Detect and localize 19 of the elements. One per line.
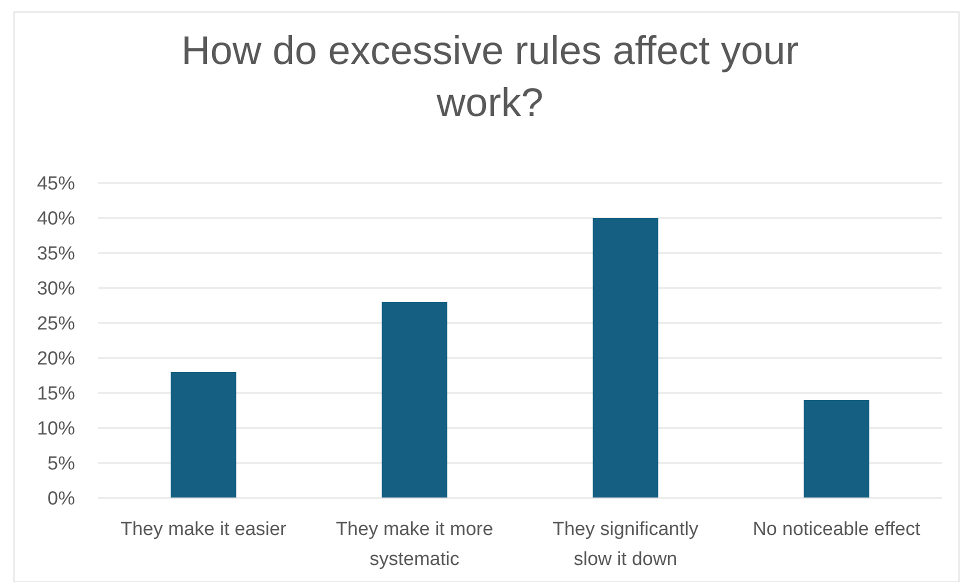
y-tick-label: 20% [36,348,76,370]
y-tick-label: 0% [48,488,76,510]
x-tick-label: They significantly slow it down [552,519,699,570]
chart-title: How do excessive rules affect your work? [181,29,799,125]
y-tick-label: 40% [36,208,76,230]
y-tick-label: 45% [36,174,76,195]
x-tick-label: They make it easier [120,519,288,540]
bar [592,218,658,498]
x-tick-label: No noticeable effect [752,519,922,540]
y-tick-label: 25% [36,314,76,335]
y-tick-label: 5% [48,454,76,475]
bar [382,302,448,498]
y-tick-label: 10% [36,418,76,440]
x-tick-label: They make it more systematic [336,519,494,570]
y-tick-label: 15% [36,384,76,405]
bar [170,372,236,498]
y-tick-label: 30% [36,278,76,300]
y-tick-label: 35% [36,244,76,265]
bar [804,400,870,498]
